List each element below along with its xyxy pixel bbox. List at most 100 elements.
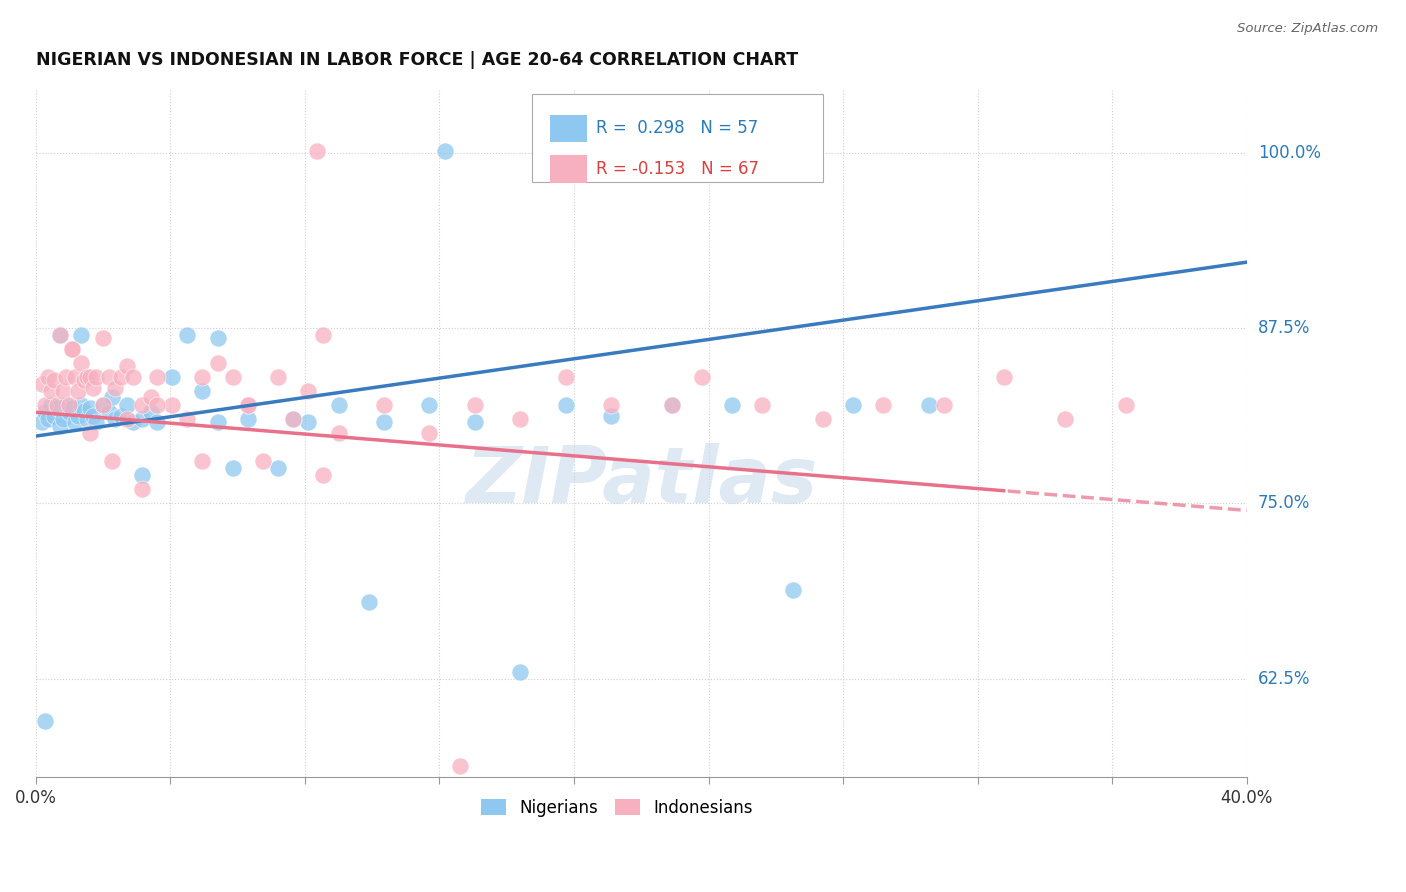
Point <box>73 404 96 418</box>
Point <box>782 583 804 598</box>
Point <box>70 398 93 412</box>
FancyBboxPatch shape <box>551 155 586 183</box>
Point <box>160 398 183 412</box>
Point <box>600 409 623 424</box>
Point <box>328 426 350 441</box>
Point <box>79 426 101 441</box>
Point <box>554 398 576 412</box>
Text: 87.5%: 87.5% <box>1258 319 1310 337</box>
Point <box>418 426 440 441</box>
Point <box>97 405 120 419</box>
Point <box>42 409 65 424</box>
Point <box>52 384 75 399</box>
Point <box>1053 412 1076 426</box>
Point <box>418 398 440 412</box>
Point <box>49 328 72 343</box>
Point <box>139 390 162 404</box>
Point <box>55 370 77 384</box>
Point <box>73 373 96 387</box>
Point <box>312 328 335 343</box>
Point <box>139 405 162 419</box>
Point <box>328 398 350 412</box>
Point <box>82 409 104 424</box>
Point <box>661 398 683 412</box>
Point <box>60 342 83 356</box>
Point <box>39 398 62 412</box>
Point <box>37 370 59 384</box>
Point <box>146 415 169 429</box>
Point <box>104 381 127 395</box>
Text: 100.0%: 100.0% <box>1258 144 1320 161</box>
Point <box>146 370 169 384</box>
Point <box>100 454 122 468</box>
Point <box>65 415 87 429</box>
Text: NIGERIAN VS INDONESIAN IN LABOR FORCE | AGE 20-64 CORRELATION CHART: NIGERIAN VS INDONESIAN IN LABOR FORCE | … <box>37 51 799 69</box>
Point <box>49 419 72 434</box>
Point <box>509 412 531 426</box>
Point <box>721 398 744 412</box>
Text: R = -0.153   N = 67: R = -0.153 N = 67 <box>596 160 759 178</box>
Point <box>751 398 773 412</box>
Point <box>146 398 169 412</box>
Point <box>236 398 259 412</box>
Point <box>131 468 153 483</box>
Point <box>79 401 101 415</box>
Point <box>297 415 319 429</box>
Point <box>1115 398 1137 412</box>
Point <box>131 412 153 426</box>
Point <box>76 370 98 384</box>
Point <box>252 454 274 468</box>
Point <box>65 370 87 384</box>
Point <box>207 331 229 345</box>
Point <box>39 384 62 399</box>
Point <box>86 415 108 429</box>
Point <box>993 370 1015 384</box>
Text: ZIPatlas: ZIPatlas <box>465 443 817 519</box>
Point <box>236 412 259 426</box>
Point <box>357 594 380 608</box>
Point <box>42 373 65 387</box>
Point <box>115 398 138 412</box>
Point <box>160 370 183 384</box>
Point <box>70 356 93 370</box>
Point <box>34 714 56 728</box>
Point <box>60 342 83 356</box>
Point <box>55 398 77 412</box>
Point <box>91 398 114 412</box>
Point <box>31 415 53 429</box>
Point <box>307 145 329 159</box>
Legend: Nigerians, Indonesians: Nigerians, Indonesians <box>475 792 759 823</box>
Point <box>110 409 132 424</box>
Point <box>110 370 132 384</box>
Point <box>49 328 72 343</box>
Point <box>131 398 153 412</box>
Point <box>932 398 955 412</box>
Point <box>82 381 104 395</box>
Point <box>872 398 894 412</box>
Text: 75.0%: 75.0% <box>1258 494 1310 512</box>
Point <box>58 398 80 412</box>
Point <box>600 398 623 412</box>
Point <box>104 412 127 426</box>
Point <box>464 398 486 412</box>
FancyBboxPatch shape <box>533 95 823 183</box>
Point <box>31 377 53 392</box>
Point <box>58 405 80 419</box>
Point <box>283 412 305 426</box>
Point <box>131 483 153 497</box>
Text: R =  0.298   N = 57: R = 0.298 N = 57 <box>596 120 759 137</box>
Point <box>46 398 69 412</box>
Point <box>46 401 69 415</box>
Point <box>373 415 395 429</box>
Point <box>34 405 56 419</box>
Point <box>207 356 229 370</box>
Point <box>191 384 214 399</box>
Point <box>121 370 143 384</box>
Point <box>509 665 531 679</box>
Point <box>176 412 198 426</box>
Point <box>221 370 243 384</box>
Point <box>91 331 114 345</box>
Point <box>52 412 75 426</box>
Point <box>176 328 198 343</box>
Point <box>207 415 229 429</box>
